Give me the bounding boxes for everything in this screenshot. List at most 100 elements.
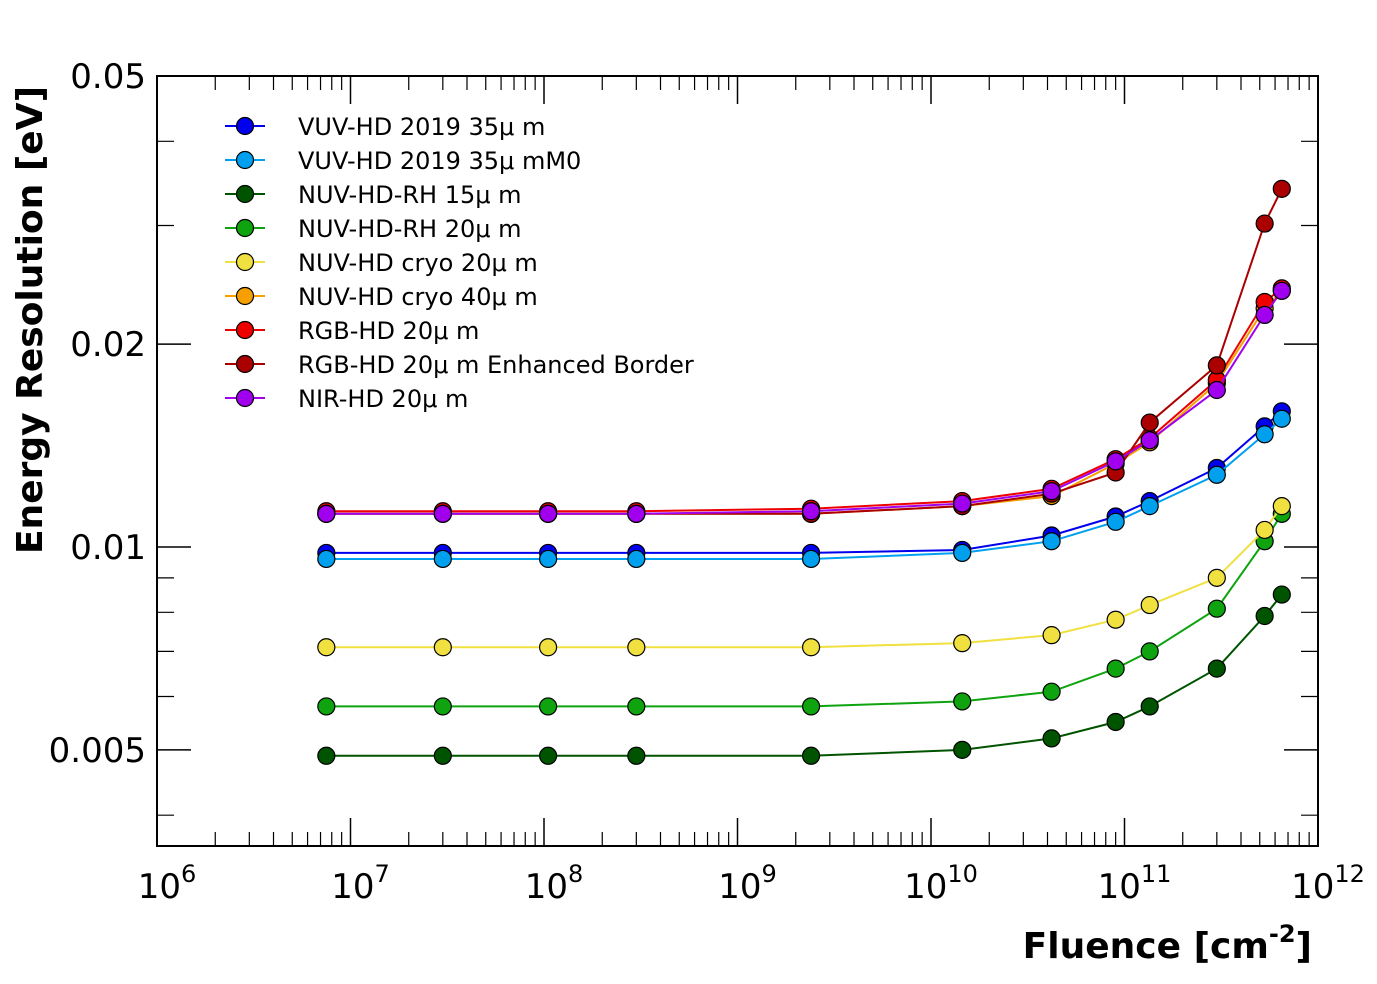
legend-label: VUV-HD 2019 35μ mM0 [298,147,581,175]
data-point [1207,659,1226,678]
legend-item: NUV-HD cryo 20μ m [225,249,538,277]
data-point [539,638,558,657]
series-line [326,593,1283,757]
series-line [326,418,1283,560]
x-tick-label-base: 10 [1098,867,1141,907]
legend-marker [235,252,255,272]
data-point [1140,595,1159,615]
series-line [326,513,1283,708]
data-point [627,504,646,523]
data-point [1272,409,1291,428]
data-point [433,697,452,716]
data-point [1042,729,1061,748]
legend-item: VUV-HD 2019 35μ mM0 [225,147,581,175]
x-tick-label-base: 10 [331,867,374,907]
data-point [1272,281,1291,300]
data-point [317,638,336,657]
x-axis-label-superscript: -2 [1269,920,1296,948]
legend-label: NUV-HD cryo 20μ m [298,249,538,277]
series-5 [317,497,1291,657]
legend-label: VUV-HD 2019 35μ m [298,113,545,141]
data-point [1272,497,1291,516]
data-point [1106,659,1125,678]
x-axis-label-main: Fluence [cm [1023,926,1269,967]
data-point [1042,532,1061,551]
data-point [1207,356,1226,375]
x-tick-label-exponent: 11 [1141,860,1172,888]
data-point [317,697,336,716]
x-tick-label-exponent: 10 [947,860,978,888]
legend-marker [235,388,255,408]
legend-item: NIR-HD 20μ m [225,385,468,413]
legend-marker [235,320,255,340]
x-tick-label: 107 [331,860,390,907]
data-point [317,549,336,569]
x-tick-label: 109 [718,860,777,907]
legend-label: RGB-HD 20μ m [298,317,479,345]
legend-label: NUV-HD cryo 40μ m [298,283,538,311]
data-point [801,638,821,657]
data-point [1207,465,1226,484]
legend-item: NUV-HD-RH 20μ m [225,215,522,243]
y-tick-label: 0.005 [49,731,146,771]
data-point [1272,179,1291,198]
data-point [1042,626,1061,645]
x-tick-label-exponent: 7 [374,860,389,888]
x-axis-label-end: ] [1296,926,1312,967]
data-point [1207,599,1226,618]
data-point [1272,585,1291,604]
series-3 [317,585,1291,765]
data-point [1255,214,1274,233]
data-point [317,746,336,765]
data-point [801,502,821,521]
data-point [433,746,452,765]
x-tick-label: 106 [138,860,197,907]
x-tick-label-exponent: 6 [181,860,196,888]
data-point [1207,380,1226,400]
data-point [539,697,558,716]
x-tick-label-base: 10 [718,867,761,907]
legend-marker [235,116,255,136]
legend-item: RGB-HD 20μ m Enhanced Border [225,351,694,379]
series-4 [317,504,1291,716]
legend-label: NIR-HD 20μ m [298,385,468,413]
data-point [953,634,972,653]
series-line [326,410,1283,554]
data-point [317,504,336,523]
data-point [1042,482,1061,501]
data-point [953,740,972,759]
data-point [539,504,558,523]
data-point [1255,520,1274,540]
legend-marker [235,184,255,204]
data-point [801,549,821,569]
x-tick-label-base: 10 [525,867,568,907]
data-point [953,494,972,513]
x-tick-label-exponent: 8 [568,860,583,888]
data-point [433,638,452,657]
data-point [953,692,972,711]
legend-label: NUV-HD-RH 15μ m [298,181,522,209]
data-point [1140,413,1159,432]
x-tick-label: 1012 [1291,860,1365,907]
data-point [953,543,972,563]
legend-label: RGB-HD 20μ m Enhanced Border [298,351,694,379]
series-layer [317,179,1291,765]
legend: VUV-HD 2019 35μ m VUV-HD 2019 35μ mM0 NUV-… [225,113,694,413]
x-tick-label: 1011 [1098,860,1172,907]
data-point [1106,610,1125,629]
data-point [801,697,821,716]
legend-label: NUV-HD-RH 20μ m [298,215,522,243]
series-line [326,290,1283,515]
legend-item: NUV-HD cryo 40μ m [225,283,538,311]
legend-item: NUV-HD-RH 15μ m [225,181,522,209]
data-point [627,746,646,765]
data-point [1140,697,1159,716]
legend-item: VUV-HD 2019 35μ m [225,113,545,141]
data-point [433,549,452,569]
legend-marker [235,286,255,306]
data-point [627,697,646,716]
data-point [801,746,821,765]
x-tick-label-base: 10 [1291,867,1334,907]
